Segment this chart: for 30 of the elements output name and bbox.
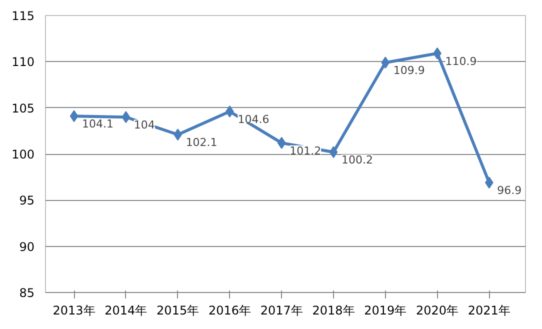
x-tick-label: 2018年 [312,304,355,318]
y-tick-label: 85 [19,286,35,300]
y-tick-label: 105 [12,101,34,116]
x-tick-label: 2019年 [364,304,407,318]
y-tick-label: 115 [12,9,34,23]
data-label: 96.9 [497,184,522,198]
point [381,56,390,69]
data-label: 104.6 [238,113,270,126]
point [329,146,338,158]
x-tick-label: 2014年 [104,304,148,318]
x-tick-label: 2021年 [468,304,510,318]
x-tick-label: 2016年 [208,304,251,318]
data-label: 110.9 [445,54,477,68]
data-label: 109.9 [393,64,425,78]
y-tick-label: 110 [12,55,34,70]
y-tick-label: 100 [12,148,34,162]
data-label: 104 [134,118,155,132]
x-tick-label: 2017年 [260,304,303,318]
data-label: 101.2 [290,144,322,158]
x-tick-label: 2020年 [416,304,459,318]
y-tick-label: 95 [19,194,35,208]
y-tick-label: 90 [19,240,35,254]
data-label: 104.1 [82,118,114,131]
point [277,136,286,149]
x-tick-label: 2013年 [52,304,96,318]
data-label: 100.2 [342,154,373,167]
point [70,110,78,122]
x-tick-label: 2015年 [156,304,200,318]
point [122,111,130,124]
data-label: 102.1 [186,136,218,150]
